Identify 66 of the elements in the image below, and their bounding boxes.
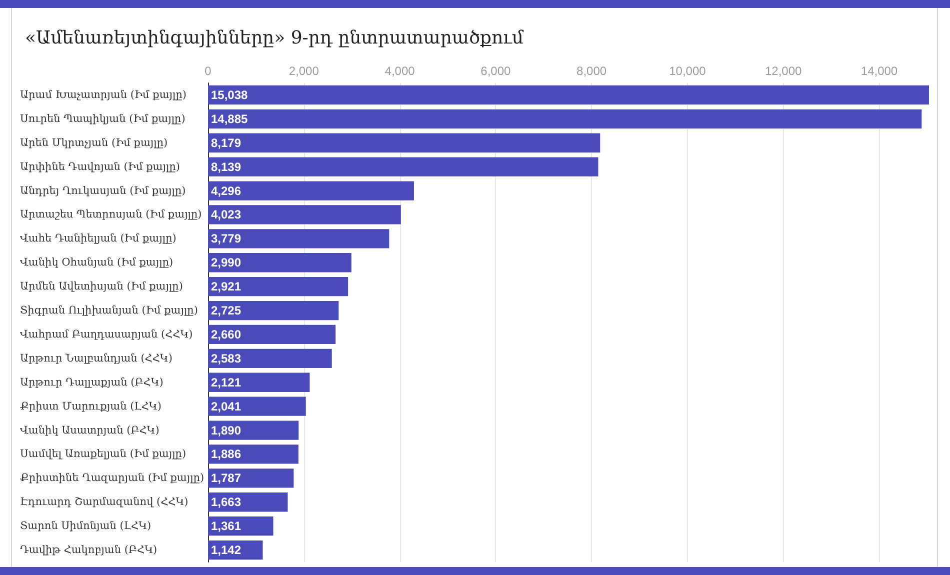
y-tick-label: Քրիստ Մարուքյան (ԼՀԿ) — [20, 400, 162, 412]
bar — [208, 324, 336, 344]
bar — [208, 109, 922, 129]
y-tick-label: Վանիկ Ասատրյան (ԲՀԿ) — [20, 424, 160, 436]
bar — [208, 181, 414, 200]
x-tick-label: 2,000 — [288, 64, 320, 78]
y-tick-label: Տարոն Սիմոնյան (ԼՀԿ) — [20, 520, 152, 532]
data-label: 4,023 — [211, 208, 242, 222]
data-label: 2,725 — [211, 304, 242, 318]
data-label: 2,990 — [211, 256, 242, 270]
y-tick-label: Դավիթ Հակոբյան (ԲՀԿ) — [20, 544, 158, 556]
y-tick-label: Սամվել Առաքելյան (Իմ քայլը) — [20, 448, 186, 460]
y-tick-label: Վանիկ Օհանյան (Իմ քայլը) — [20, 256, 174, 269]
bar — [208, 468, 294, 488]
data-label: 8,179 — [211, 136, 242, 150]
x-tick-label: 4,000 — [384, 64, 416, 78]
data-label: 2,041 — [211, 399, 242, 414]
x-tick-label: 12,000 — [764, 64, 802, 78]
x-tick-label: 0 — [204, 64, 212, 78]
data-label: 3,779 — [211, 232, 242, 246]
bar — [208, 85, 929, 105]
x-tick-label: 14,000 — [860, 64, 898, 78]
bar — [208, 133, 600, 152]
bar — [208, 300, 339, 320]
data-label: 2,121 — [211, 375, 242, 390]
bar — [208, 348, 332, 368]
bar — [208, 157, 598, 176]
chart-title: «Ամենառեյտինգայինները» 9-րդ ընտրատարածքում — [25, 28, 524, 48]
bar — [208, 205, 401, 224]
data-label: 2,583 — [211, 351, 242, 366]
y-tick-label: Սուրեն Պապիկյան (Իմ քայլը) — [20, 112, 186, 125]
bar — [208, 276, 348, 296]
data-label: 2,921 — [211, 280, 242, 294]
data-label: 15,038 — [211, 88, 248, 102]
bar — [208, 420, 299, 440]
data-label: 1,142 — [211, 543, 242, 558]
y-tick-label: Անդրեյ Ղուկասյան (Իմ քայլը) — [20, 184, 186, 197]
y-tick-label: Քրիստինե Ղազարյան (Իմ քայլը) — [20, 472, 204, 484]
data-label: 8,139 — [211, 160, 242, 174]
bar — [208, 253, 352, 272]
bar — [208, 396, 306, 416]
y-tick-label: Արփինե Դավոյան (Իմ քայլը) — [20, 160, 180, 173]
data-label: 14,885 — [211, 112, 248, 126]
y-tick-label: Արամ Խաչատրյան (Իմ քայլը) — [20, 88, 187, 101]
data-label: 1,890 — [211, 423, 242, 438]
data-label: 1,361 — [211, 519, 242, 534]
y-tick-label: Արմեն Ավետիսյան (Իմ քայլը) — [20, 280, 183, 293]
y-tick-label: Արթուր Նալբանդյան (ՀՀԿ) — [20, 352, 172, 364]
x-tick-label: 6,000 — [480, 64, 512, 78]
x-tick-label: 10,000 — [669, 64, 706, 78]
y-tick-label: Տիգրան Ուլիխանյան (Իմ քայլը) — [20, 304, 198, 317]
y-tick-label: Արթուր Դալլաքյան (ԲՀԿ) — [20, 376, 164, 388]
data-label: 4,296 — [211, 184, 242, 198]
bar — [208, 229, 390, 248]
y-tick-label: Վահե Դանիելյան (Իմ քայլը) — [20, 232, 176, 245]
y-tick-label: Էդուարդ Շարմազանով (ՀՀԿ) — [20, 496, 188, 508]
x-tick-label: 8,000 — [576, 64, 607, 78]
bar — [208, 372, 310, 392]
data-label: 2,660 — [211, 327, 242, 342]
y-tick-label: Արեն Մկրտչյան (Իմ քայլը) — [20, 136, 168, 149]
data-label: 1,663 — [211, 495, 242, 510]
y-tick-label: Արտաշես Պետրոսյան (Իմ քայլը) — [20, 208, 202, 221]
bar — [208, 444, 298, 464]
data-label: 1,886 — [211, 447, 242, 462]
y-tick-label: Վահրամ Բաղդասարյան (ՀՀԿ) — [20, 328, 193, 340]
data-label: 1,787 — [211, 471, 242, 486]
